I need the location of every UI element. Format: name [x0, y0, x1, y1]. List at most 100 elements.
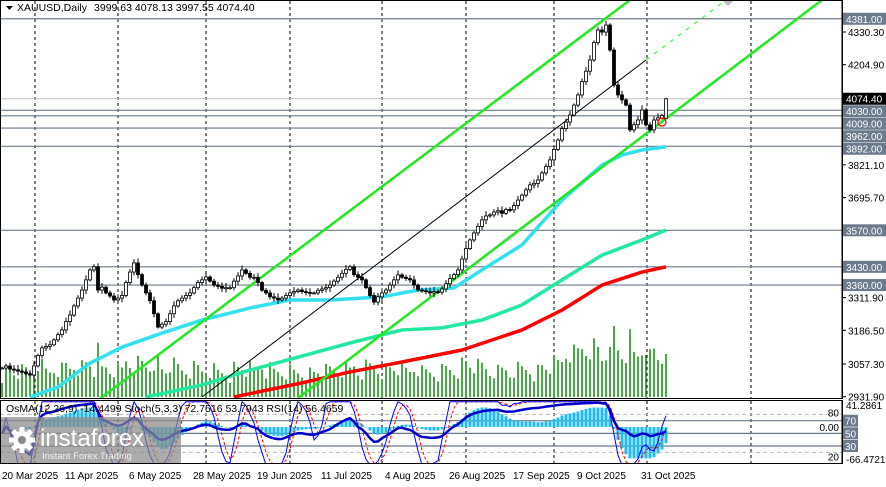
bear-candle — [104, 286, 108, 294]
logo-tagline: Instant Forex Trading — [42, 451, 132, 462]
osma-bar — [528, 421, 532, 427]
bear-candle — [364, 279, 368, 289]
bull-candle — [32, 365, 36, 376]
osma-bar — [628, 427, 632, 459]
osma-bar — [228, 427, 232, 428]
scroll-marker-icon[interactable] — [722, 0, 734, 6]
bull-candle — [344, 269, 348, 274]
osma-bar — [580, 410, 584, 427]
bear-candle — [12, 368, 16, 371]
bull-candle — [312, 292, 316, 295]
bull-candle — [548, 159, 552, 167]
osma-bar — [544, 421, 548, 427]
price-tick-label: 3311.90 — [848, 294, 884, 305]
bull-candle — [440, 288, 444, 293]
osma-bar — [576, 411, 580, 427]
bull-candle — [232, 280, 236, 289]
indicator-label: OsMA(12,26,9) -14.4499 Stoch(5,3,3) 72.7… — [6, 403, 344, 415]
bear-candle — [112, 295, 116, 301]
bull-candle — [544, 166, 548, 174]
osma-bar — [568, 413, 572, 427]
channel-lower-line[interactable] — [297, 0, 823, 398]
bear-candle — [372, 295, 376, 303]
channel-upper-line[interactable] — [98, 0, 631, 400]
price-tick-label: 2931.90 — [848, 393, 885, 404]
bear-candle — [244, 269, 248, 274]
bull-candle — [68, 314, 72, 322]
osma-bar — [480, 407, 484, 427]
osma-bar — [268, 427, 272, 435]
osma-bar — [348, 419, 352, 427]
bull-candle — [448, 278, 452, 285]
osma-bar — [624, 427, 628, 455]
date-label: 11 Apr 2025 — [65, 471, 119, 482]
indicator-level-label: 20 — [828, 452, 840, 463]
instaforex-logo: instaforex Instant Forex Trading — [1, 417, 181, 463]
bull-candle — [204, 276, 208, 281]
level-label: 3892.00 — [846, 145, 883, 156]
osma-bar — [264, 427, 268, 433]
ohlc-label: 3999.63 4078.13 3997.55 4074.40 — [94, 2, 255, 14]
bull-candle — [328, 284, 332, 289]
trend-channel[interactable] — [98, 0, 823, 400]
osma-bar — [272, 427, 276, 436]
level-label: 4030.00 — [846, 107, 883, 118]
osma-bar — [428, 427, 432, 431]
bull-candle — [524, 189, 528, 196]
osma-bar — [496, 411, 500, 427]
bull-candle — [388, 284, 392, 291]
osma-bar — [540, 422, 544, 427]
bull-candle — [504, 209, 508, 214]
osma-bar — [304, 427, 308, 430]
bull-candle — [640, 109, 644, 121]
bull-candle — [1, 367, 4, 370]
bull-candle — [116, 297, 120, 301]
osma-bar — [652, 427, 656, 458]
bull-candle — [292, 291, 296, 294]
channel-middle-line[interactable] — [201, 59, 647, 398]
osma-bar — [300, 427, 304, 430]
channel-middle-projection[interactable] — [645, 0, 726, 61]
date-axis[interactable]: 20 Mar 2025 11 Apr 2025 6 May 2025 28 May 2… — [2, 471, 696, 482]
bear-candle — [96, 266, 100, 291]
osma-bar — [484, 407, 488, 427]
bear-candle — [276, 297, 280, 301]
level-label: 3962.00 — [846, 132, 883, 143]
osma-bar — [532, 421, 536, 427]
bear-candle — [220, 285, 224, 289]
osma-bar — [636, 427, 640, 459]
osma-bar — [644, 427, 648, 459]
osma-bar — [504, 416, 508, 427]
bull-candle — [348, 266, 352, 270]
triangle-down-icon[interactable] — [6, 6, 13, 10]
level-label: 3570.00 — [846, 226, 883, 237]
osma-bar — [648, 427, 652, 459]
osma-bar — [564, 414, 568, 427]
bull-candle — [92, 266, 96, 271]
bull-candle — [556, 139, 560, 150]
bull-candle — [164, 321, 168, 325]
bear-candle — [148, 292, 152, 302]
osma-bar — [436, 427, 440, 431]
bear-candle — [20, 370, 24, 373]
indicator-level-box — [843, 414, 858, 427]
price-tick-label: 4330.30 — [848, 28, 885, 39]
level-label: 4381.00 — [846, 15, 883, 26]
bear-candle — [648, 124, 652, 131]
osma-bar — [280, 427, 284, 437]
bull-candle — [128, 271, 132, 283]
bull-candle — [432, 291, 436, 294]
price-axis[interactable]: 4330.30 4204.90 3821.10 3695.70 3311.90 3186.… — [841, 0, 886, 404]
osma-bar — [584, 408, 588, 427]
bull-candle — [240, 269, 244, 277]
bull-candle — [492, 211, 496, 216]
osma-bar — [316, 427, 320, 428]
bull-candle — [536, 179, 540, 184]
bull-candle — [132, 262, 136, 273]
bear-candle — [368, 287, 372, 296]
bull-candle — [552, 149, 556, 161]
indicator-level-box — [843, 427, 858, 440]
bull-candle — [52, 339, 56, 346]
